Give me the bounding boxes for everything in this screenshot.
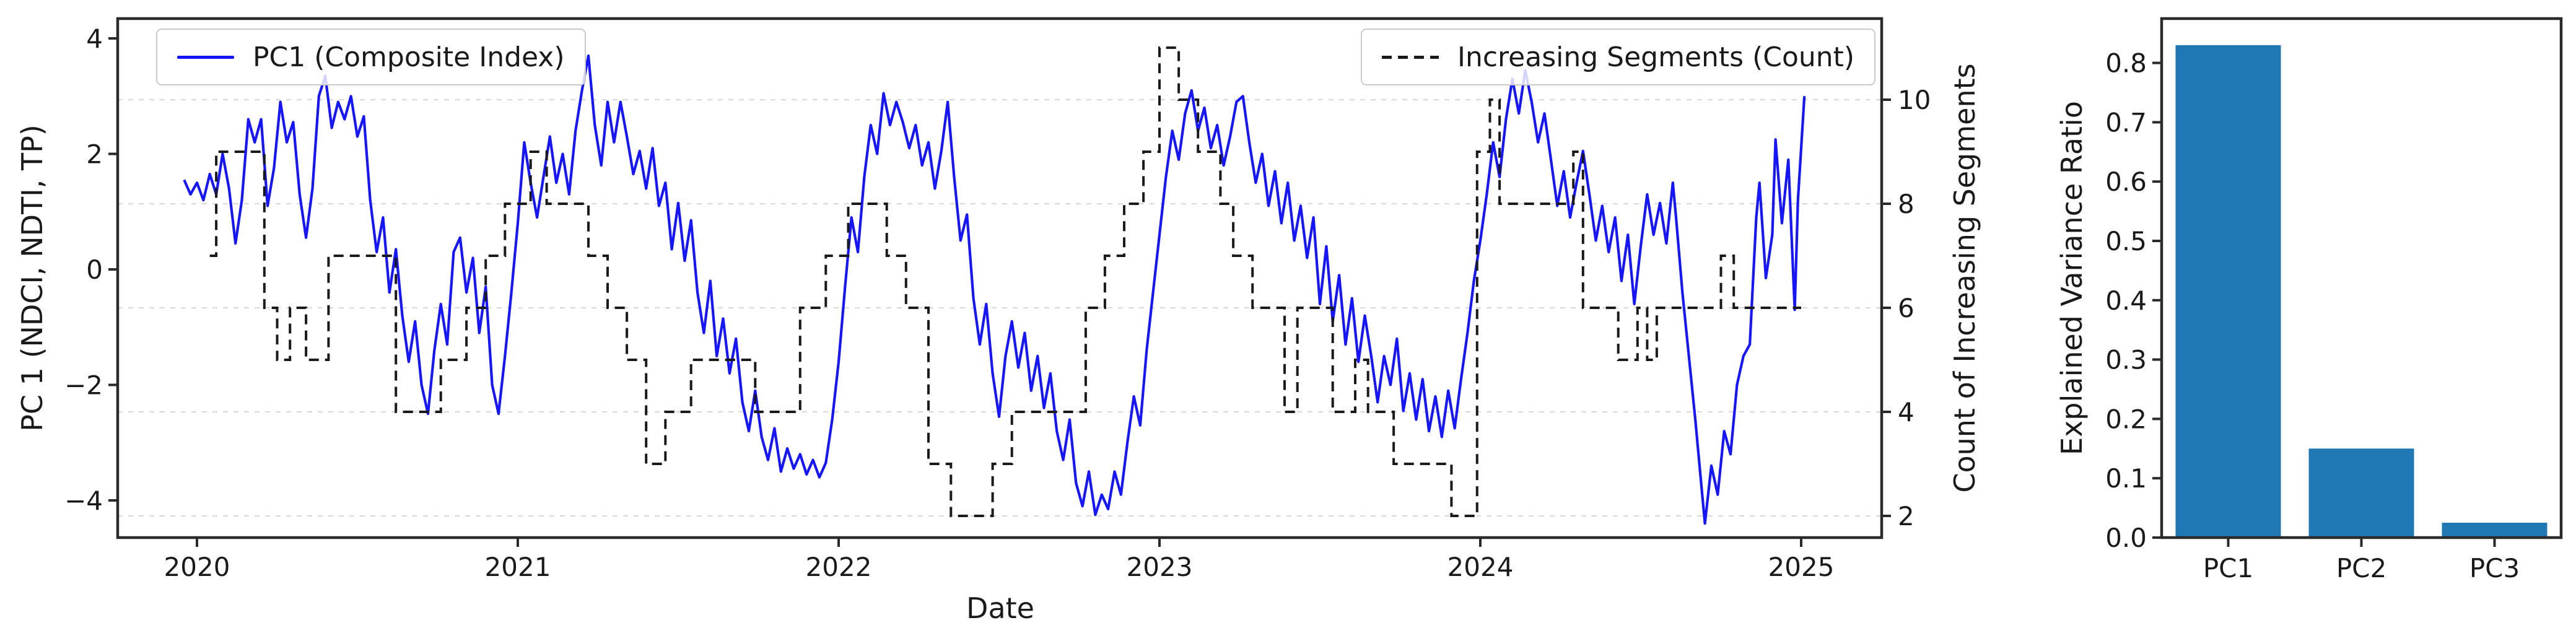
pc1-line-sample-icon — [177, 55, 234, 59]
y-tick-label: 4 — [86, 24, 103, 54]
y-tick-label: 0 — [86, 255, 103, 285]
legend-pc1-label: PC1 (Composite Index) — [253, 41, 565, 73]
x-tick-label: 2021 — [485, 552, 551, 582]
pc1-line — [183, 54, 1806, 525]
count-step-line — [209, 46, 1801, 517]
left-y-axis-label: PC 1 (NDCI, NDTI, TP) — [15, 124, 49, 432]
bar-y-tick-label: 0.0 — [2105, 523, 2147, 553]
x-axis-label: Date — [966, 591, 1034, 625]
y2-tick-label: 8 — [1898, 189, 1915, 219]
bar-y-tick-label: 0.1 — [2105, 463, 2147, 494]
x-tick-label: 2020 — [164, 552, 230, 582]
legend-increasing-segments: Increasing Segments (Count) — [1361, 28, 1876, 85]
y2-tick-label: 10 — [1898, 85, 1931, 115]
y-tick-label: −2 — [64, 370, 103, 401]
y-tick-label: −4 — [64, 486, 103, 516]
x-tick-label: 2025 — [1768, 552, 1835, 582]
variance-bar-pc1 — [2175, 45, 2281, 538]
bar-y-tick-label: 0.8 — [2105, 48, 2147, 79]
variance-bar-pc2 — [2308, 448, 2414, 538]
timeseries-plot-frame — [116, 17, 1884, 539]
bar-y-tick-label: 0.4 — [2105, 286, 2147, 316]
bar-y-tick-label: 0.7 — [2105, 107, 2147, 137]
legend-pc1: PC1 (Composite Index) — [156, 28, 586, 85]
bar-x-tick-label: PC3 — [2469, 553, 2520, 583]
bar-y-tick-label: 0.5 — [2105, 226, 2147, 256]
bar-plot-frame — [2160, 17, 2563, 539]
bar-y-tick-label: 0.3 — [2105, 345, 2147, 375]
x-tick-label: 2022 — [806, 552, 872, 582]
x-tick-label: 2024 — [1447, 552, 1514, 582]
right-y-axis-label: Count of Increasing Segments — [1948, 63, 1981, 493]
bar-y-axis-label: Explained Variance Ratio — [2055, 101, 2089, 455]
bar-y-tick-label: 0.2 — [2105, 404, 2147, 434]
bar-x-tick-label: PC1 — [2203, 553, 2253, 583]
bar-y-tick-label: 0.6 — [2105, 167, 2147, 197]
variance-bar-pc3 — [2442, 523, 2548, 538]
bar-x-tick-label: PC2 — [2336, 553, 2386, 583]
y-tick-label: 2 — [86, 139, 103, 170]
y2-tick-label: 4 — [1898, 397, 1915, 427]
y2-tick-label: 2 — [1898, 501, 1915, 531]
y2-tick-label: 6 — [1898, 293, 1915, 323]
count-dashed-line-sample-icon — [1382, 55, 1439, 59]
x-tick-label: 2023 — [1127, 552, 1193, 582]
legend-increasing-segments-label: Increasing Segments (Count) — [1457, 41, 1855, 73]
